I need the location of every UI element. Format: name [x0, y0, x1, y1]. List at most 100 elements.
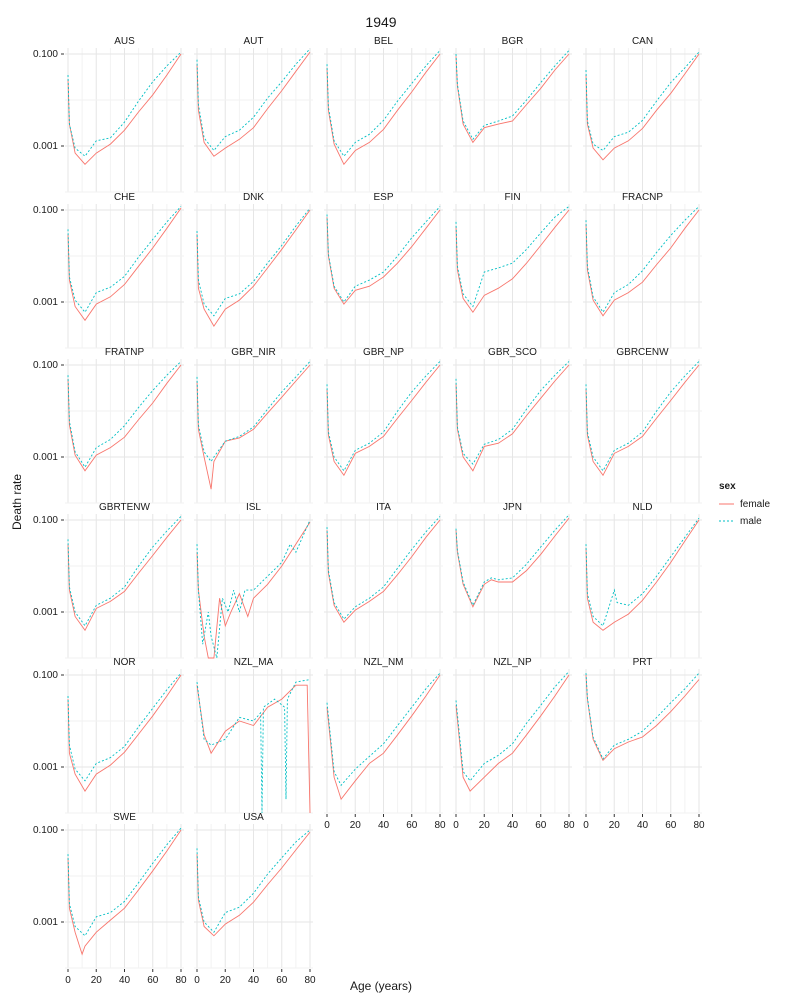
x-tick-label: 80	[175, 975, 187, 986]
series-line-female	[585, 364, 700, 477]
panel-fratnp: FRATNP 0.100 0.001	[33, 347, 184, 504]
x-tick-label: 0	[453, 820, 459, 831]
series-line-male	[455, 671, 570, 782]
y-tick-label: 0.001	[33, 607, 58, 618]
series-line-female	[585, 519, 700, 631]
panel-strip-label: BGR	[502, 36, 524, 47]
series-line-female	[196, 209, 311, 327]
x-tick-label: 60	[665, 820, 677, 831]
panel-strip-label: GBR_SCO	[488, 347, 537, 358]
panel-strip-label: FRATNP	[105, 347, 145, 358]
series-line-female	[196, 684, 311, 814]
series-line-female	[455, 209, 570, 313]
y-tick-label: 0.001	[33, 452, 58, 463]
series-line-female	[196, 521, 311, 659]
y-tick-label: 0.100	[33, 825, 58, 836]
panel-prt: PRT 0 20 40 60 80	[583, 657, 705, 831]
series-line-female	[326, 364, 441, 477]
series-line-female	[67, 829, 182, 956]
panel-strip-label: AUT	[244, 36, 264, 47]
y-tick-label: 0.100	[33, 205, 58, 216]
x-tick-label: 60	[276, 975, 288, 986]
panel-fin: FIN	[453, 192, 572, 349]
x-tick-label: 60	[535, 820, 547, 831]
panel-strip-label: GBRTENW	[99, 502, 150, 513]
panel-gbr_nir: GBR_NIR	[194, 347, 313, 504]
x-tick-label: 40	[378, 820, 390, 831]
series-line-female	[67, 519, 182, 632]
y-tick-label: 0.100	[33, 360, 58, 371]
x-tick-label: 40	[507, 820, 519, 831]
series-line-female	[455, 517, 570, 608]
y-tick-label: 0.001	[33, 762, 58, 773]
series-line-female	[196, 831, 311, 937]
x-tick-label: 80	[693, 820, 705, 831]
x-tick-label: 40	[248, 975, 260, 986]
x-tick-label: 60	[406, 820, 418, 831]
x-tick-label: 20	[91, 975, 103, 986]
panel-nzl_nm: NZL_NM 0 20 40 60 80	[324, 657, 446, 831]
panel-usa: USA 0 20 40 60 80	[194, 812, 316, 986]
x-tick-label: 20	[220, 975, 232, 986]
series-line-male	[67, 516, 182, 627]
panel-strip-label: PRT	[633, 657, 653, 668]
panel-jpn: JPN	[453, 502, 572, 659]
panel-nor: NOR 0.100 0.001	[33, 657, 184, 814]
panel-nzl_np: NZL_NP 0 20 40 60 80	[453, 657, 575, 831]
series-line-male	[67, 51, 182, 157]
series-line-male	[67, 672, 182, 782]
y-tick-label: 0.100	[33, 49, 58, 60]
panel-swe: SWE 0.100 0.001 0 20 40 60 80	[33, 812, 187, 986]
series-line-female	[326, 209, 441, 305]
series-line-male	[326, 206, 441, 303]
panel-strip-label: FRACNP	[622, 192, 663, 203]
panel-strip-label: CAN	[632, 36, 653, 47]
series-line-male	[67, 206, 182, 313]
series-line-male	[585, 361, 700, 472]
x-tick-label: 0	[324, 820, 330, 831]
x-tick-label: 80	[434, 820, 446, 831]
x-tick-label: 40	[119, 975, 131, 986]
x-tick-label: 20	[350, 820, 362, 831]
x-tick-label: 20	[609, 820, 621, 831]
series-line-female	[455, 674, 570, 792]
series-line-male	[326, 50, 441, 157]
series-line-female	[585, 53, 700, 161]
panel-strip-label: AUS	[114, 36, 135, 47]
panel-che: CHE 0.100 0.001	[33, 192, 184, 349]
panel-strip-label: ITA	[376, 502, 391, 513]
panel-strip-label: GBR_NP	[363, 347, 404, 358]
panel-dnk: DNK	[194, 192, 313, 349]
panel-can: CAN	[583, 36, 702, 193]
x-tick-label: 80	[563, 820, 575, 831]
panel-strip-label: BEL	[374, 36, 393, 47]
series-line-male	[326, 361, 441, 472]
panels-layer: AUS 0.100 0.001 AUT BEL BGR CAN CHE 0.100 0.001 DN…	[33, 36, 705, 986]
series-line-male	[196, 519, 311, 659]
x-tick-label: 80	[304, 975, 316, 986]
x-tick-label: 40	[637, 820, 649, 831]
legend-label-female: female	[740, 499, 770, 510]
series-line-male	[196, 361, 311, 463]
series-line-female	[326, 53, 441, 166]
legend-title: sex	[719, 481, 736, 492]
series-line-female	[67, 53, 182, 165]
panel-bel: BEL	[324, 36, 443, 193]
series-line-female	[196, 51, 311, 157]
series-line-female	[326, 674, 441, 801]
panel-strip-label: FIN	[504, 192, 520, 203]
panel-strip-label: ISL	[246, 502, 261, 513]
panel-gbr_np: GBR_NP	[324, 347, 443, 504]
series-line-female	[67, 674, 182, 792]
y-tick-label: 0.001	[33, 141, 58, 152]
series-line-male	[585, 672, 700, 760]
y-tick-label: 0.001	[33, 297, 58, 308]
x-axis-title: Age (years)	[350, 979, 412, 993]
series-line-female	[196, 364, 311, 490]
panel-strip-label: ESP	[373, 192, 393, 203]
series-line-male	[585, 517, 700, 627]
panel-isl: ISL	[194, 502, 313, 659]
panel-nzl_ma: NZL_MA	[194, 657, 313, 814]
panel-esp: ESP	[324, 192, 443, 349]
panel-gbrtenw: GBRTENW 0.100 0.001	[33, 502, 184, 659]
